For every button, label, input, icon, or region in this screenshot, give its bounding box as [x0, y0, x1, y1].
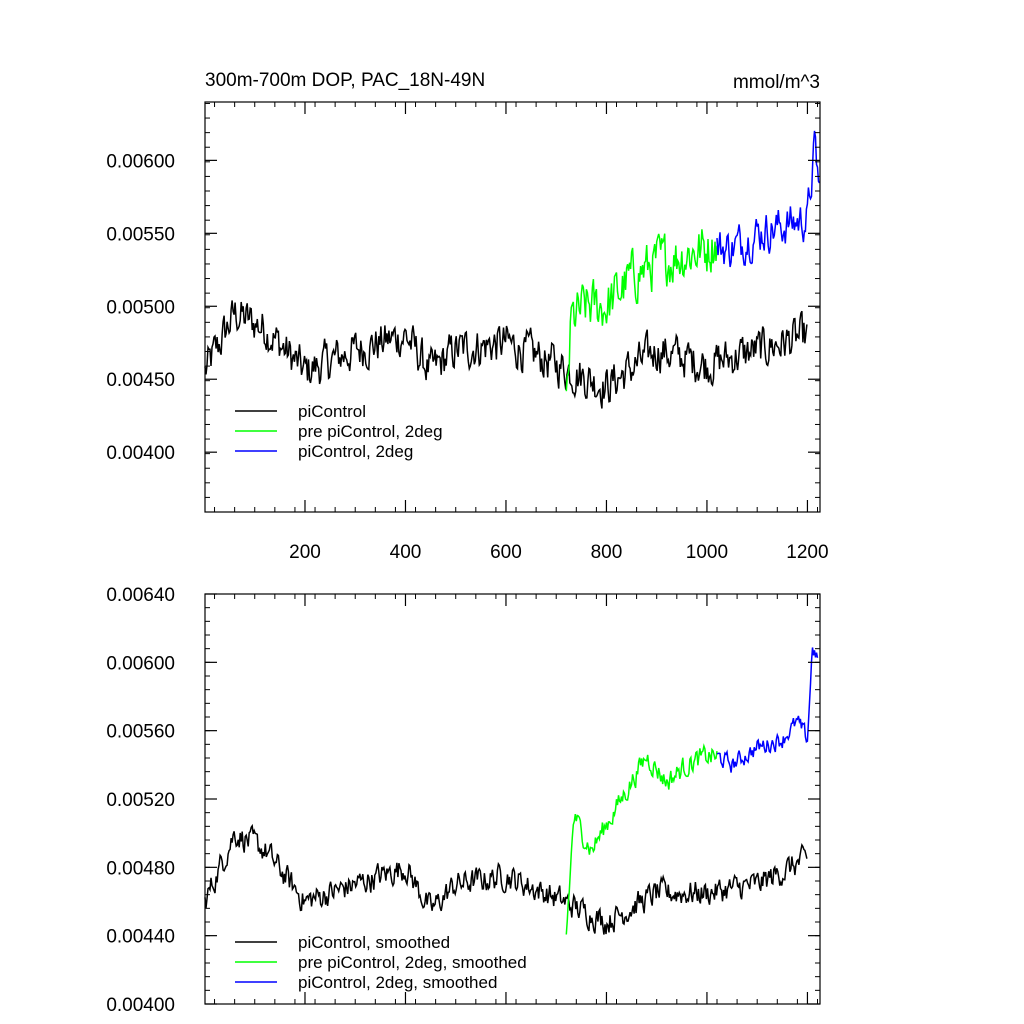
top-y-tick-label: 0.00450: [106, 370, 175, 391]
bottom-y-tick-label: 0.00520: [106, 790, 175, 811]
top-x-tick-label: 1200: [786, 542, 828, 563]
top-chart-panel: 300m-700m DOP, PAC_18N-49N mmol/m^3 0.00…: [106, 70, 828, 563]
top-legend-label: piControl, 2deg: [298, 442, 413, 461]
top-legend-label: piControl: [298, 402, 366, 421]
bottom-y-tick-label: 0.00600: [106, 653, 175, 674]
top-x-tick-label: 1000: [686, 542, 728, 563]
bottom-series-line-2: [565, 743, 718, 935]
bottom-y-tick-label: 0.00400: [106, 995, 175, 1016]
bottom-y-tick-label: 0.00480: [106, 858, 175, 879]
top-series-layer: [204, 130, 821, 409]
top-chart-title: 300m-700m DOP, PAC_18N-49N: [205, 70, 485, 91]
top-x-tick-label: 800: [591, 542, 623, 563]
bottom-chart-panel: 0.00400 0.00440 0.00480 0.00520 0.00560 0.006…: [106, 585, 821, 1016]
top-x-tick-label: 600: [490, 542, 522, 563]
top-plot-frame: [204, 101, 821, 513]
top-series-line-1: [204, 300, 808, 409]
top-y-tick-label: 0.00500: [106, 297, 175, 318]
bottom-legend-label: pre piControl, 2deg, smoothed: [298, 953, 527, 972]
top-x-tick-label: 200: [289, 542, 321, 563]
top-ticks-layer: 0.00400 0.00450 0.00500 0.00550 0.00600 200 40…: [106, 102, 829, 563]
top-series-line-2: [565, 229, 718, 392]
bottom-y-tick-label: 0.00560: [106, 722, 175, 743]
bottom-plot-frame: [204, 593, 821, 1005]
bottom-y-tick-label: 0.00440: [106, 927, 175, 948]
top-chart-units: mmol/m^3: [733, 72, 820, 93]
bottom-series-line-3: [716, 647, 819, 773]
bottom-series-layer: [204, 647, 819, 935]
bottom-ticks-layer: 0.00400 0.00440 0.00480 0.00520 0.00560 0.006…: [106, 585, 820, 1016]
top-y-tick-label: 0.00600: [106, 151, 175, 172]
bottom-y-tick-label: 0.00640: [106, 585, 175, 606]
top-y-tick-label: 0.00550: [106, 224, 175, 245]
bottom-legend-label: piControl, smoothed: [298, 933, 450, 952]
top-legend-label: pre piControl, 2deg: [298, 422, 443, 441]
bottom-legend-label: piControl, 2deg, smoothed: [298, 973, 497, 992]
bottom-series-line-1: [204, 823, 808, 935]
top-y-tick-label: 0.00400: [106, 443, 175, 464]
top-x-tick-label: 400: [390, 542, 422, 563]
top-series-line-3: [716, 130, 821, 268]
